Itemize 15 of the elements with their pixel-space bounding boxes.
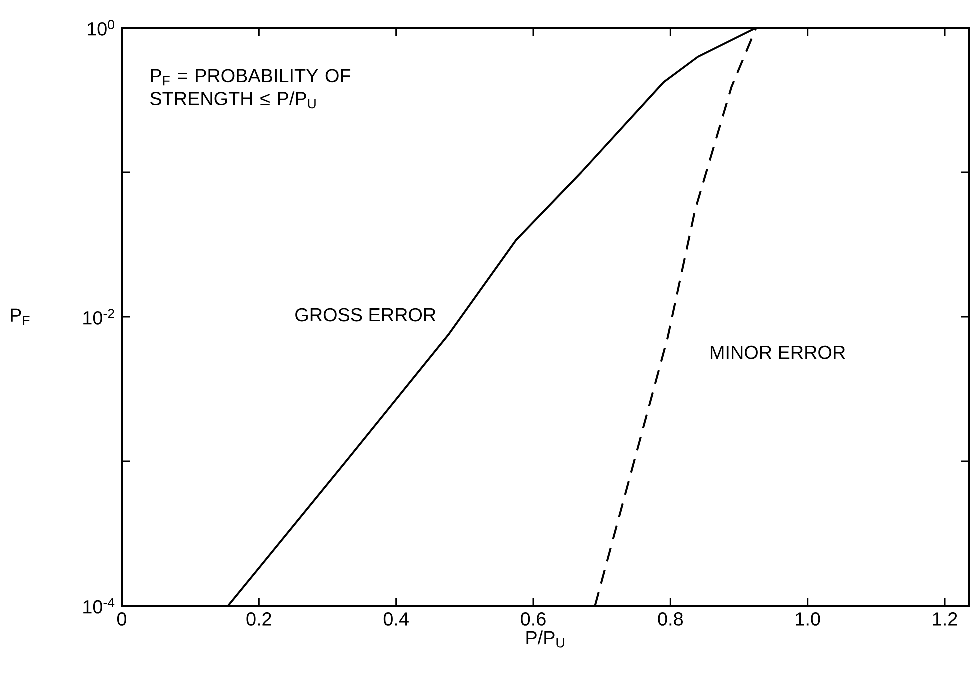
x-tick-label: 1.2 [933,612,958,626]
x-tick-label: 0.6 [521,612,546,626]
x-tick-label: 0.4 [384,612,409,626]
x-tick-label: 1.0 [796,612,820,626]
x-axis-title: P/P$_{U}$ [526,630,564,648]
series-label: GROSS ERROR [296,308,436,322]
x-tick-label: 0.8 [658,612,684,626]
text: MINOR ERROR [710,346,846,360]
y-tick-label: 10$^{-4}$ [84,598,115,614]
y-tick-label: 10$^{0}$ [88,20,114,36]
x-tick-label: 0 [117,612,127,626]
x-tick-label: 0.2 [246,612,272,626]
y-tick-label: 10$^{-2}$ [84,309,114,325]
y-axis-title: P$_{F}$ [11,308,30,326]
annotation: P$_{F}$ = PROBABILITY OF STRENGTH ≤ P/P$_{U}$ [150,69,351,109]
